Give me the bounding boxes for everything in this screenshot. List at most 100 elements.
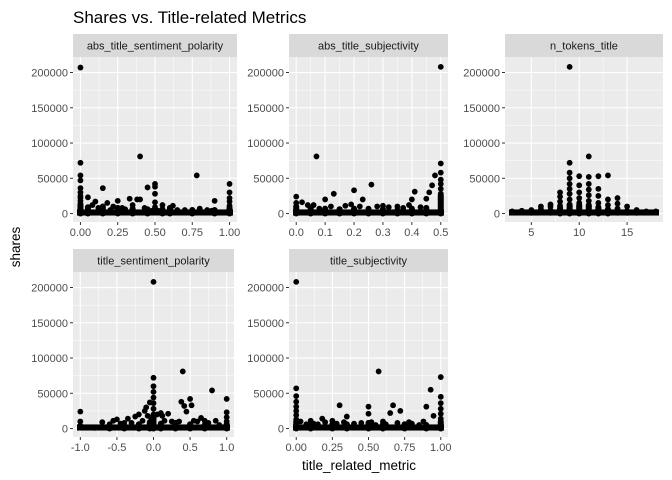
data-point [330, 190, 337, 197]
data-point [437, 185, 444, 192]
point-cluster-baseline [293, 209, 444, 216]
data-point [358, 419, 365, 426]
data-point [77, 209, 84, 216]
facet-panel: title_sentiment_polarity 0 50000 100000 1500… [31, 249, 234, 454]
data-point [380, 202, 386, 209]
data-point [181, 207, 188, 213]
data-point [365, 205, 372, 212]
y-tick-label: 100000 [247, 138, 284, 150]
y-tick-label: 100000 [31, 138, 68, 150]
y-tick-label: 50000 [253, 388, 284, 400]
data-point [426, 189, 433, 196]
data-point [566, 181, 573, 187]
data-point [92, 424, 98, 431]
data-point [322, 196, 329, 203]
facet-strip-label: title_subjectivity [330, 256, 408, 268]
data-point [595, 200, 602, 206]
x-tick-label: 10 [573, 227, 585, 239]
x-tick-label: 0.75 [182, 227, 203, 239]
data-point [188, 402, 195, 409]
data-point [126, 195, 133, 202]
y-tick-label: 0 [494, 209, 500, 221]
data-point [394, 419, 401, 426]
data-point [538, 209, 544, 216]
data-point [595, 193, 602, 199]
data-point [223, 418, 230, 425]
data-point [322, 419, 329, 426]
x-tick-label: 15 [621, 227, 633, 239]
data-point [77, 172, 84, 179]
data-point [375, 368, 382, 375]
point-cluster-baseline [293, 424, 444, 431]
x-tick-label: 0.50 [144, 227, 165, 239]
data-point [95, 204, 102, 211]
data-point [417, 204, 424, 211]
facet-strip [73, 249, 234, 272]
y-tick-label: 100000 [463, 138, 500, 150]
data-point [152, 190, 158, 197]
data-point [299, 199, 305, 206]
data-point [143, 404, 150, 411]
data-point [205, 419, 212, 426]
data-point [129, 202, 136, 208]
data-point [430, 412, 437, 419]
facet-panel: n_tokens_title 0 50000 100000 150000 200000 5 1… [463, 34, 663, 239]
data-point [614, 209, 621, 216]
data-point [211, 197, 218, 204]
data-point [293, 278, 300, 285]
data-point [161, 417, 168, 424]
data-point [85, 194, 91, 201]
x-tick-label: 5 [528, 227, 534, 239]
data-point [368, 181, 375, 188]
data-point [226, 181, 233, 187]
x-tick-label: 0.0 [289, 227, 304, 239]
data-point [401, 422, 408, 429]
data-point [179, 368, 186, 375]
data-point [303, 421, 310, 428]
data-point [150, 400, 157, 407]
data-point [150, 278, 157, 285]
data-point [576, 209, 583, 216]
data-point [518, 207, 525, 214]
x-tick-label: 0.25 [107, 227, 128, 239]
data-point [293, 398, 300, 405]
data-point [387, 410, 394, 416]
y-tick-label: 200000 [31, 283, 68, 295]
data-point [509, 208, 516, 215]
facet-strip [289, 34, 448, 57]
data-point [304, 202, 311, 208]
data-point [437, 160, 444, 167]
facet-strip [505, 34, 663, 57]
data-point [359, 196, 366, 203]
data-point [144, 184, 151, 191]
data-point [178, 398, 185, 405]
x-tick-label: 0.4 [404, 227, 419, 239]
data-point [605, 172, 611, 179]
data-point [110, 203, 117, 210]
data-point [329, 417, 336, 424]
y-tick-label: 50000 [37, 388, 68, 400]
data-point [408, 196, 415, 203]
data-point [293, 403, 300, 410]
data-point [566, 201, 573, 208]
data-point [585, 153, 592, 160]
data-point [437, 410, 444, 417]
y-tick-label: 50000 [37, 173, 68, 185]
y-tick-label: 100000 [247, 353, 284, 365]
data-point [595, 209, 602, 216]
y-tick-label: 50000 [469, 173, 500, 185]
data-point [135, 411, 142, 418]
facet-panel: title_subjectivity 0 50000 100000 150000 2000… [247, 249, 451, 454]
y-tick-label: 100000 [31, 353, 68, 365]
data-point [77, 418, 84, 425]
x-tick-label: 0.5 [182, 442, 197, 454]
data-point [328, 203, 334, 210]
data-point [114, 416, 120, 423]
data-point [77, 159, 84, 166]
x-tick-label: 0.0 [146, 442, 161, 454]
data-point [437, 393, 444, 400]
data-point [348, 201, 355, 208]
data-point [605, 209, 611, 216]
data-point [566, 190, 573, 197]
data-point [176, 418, 183, 425]
